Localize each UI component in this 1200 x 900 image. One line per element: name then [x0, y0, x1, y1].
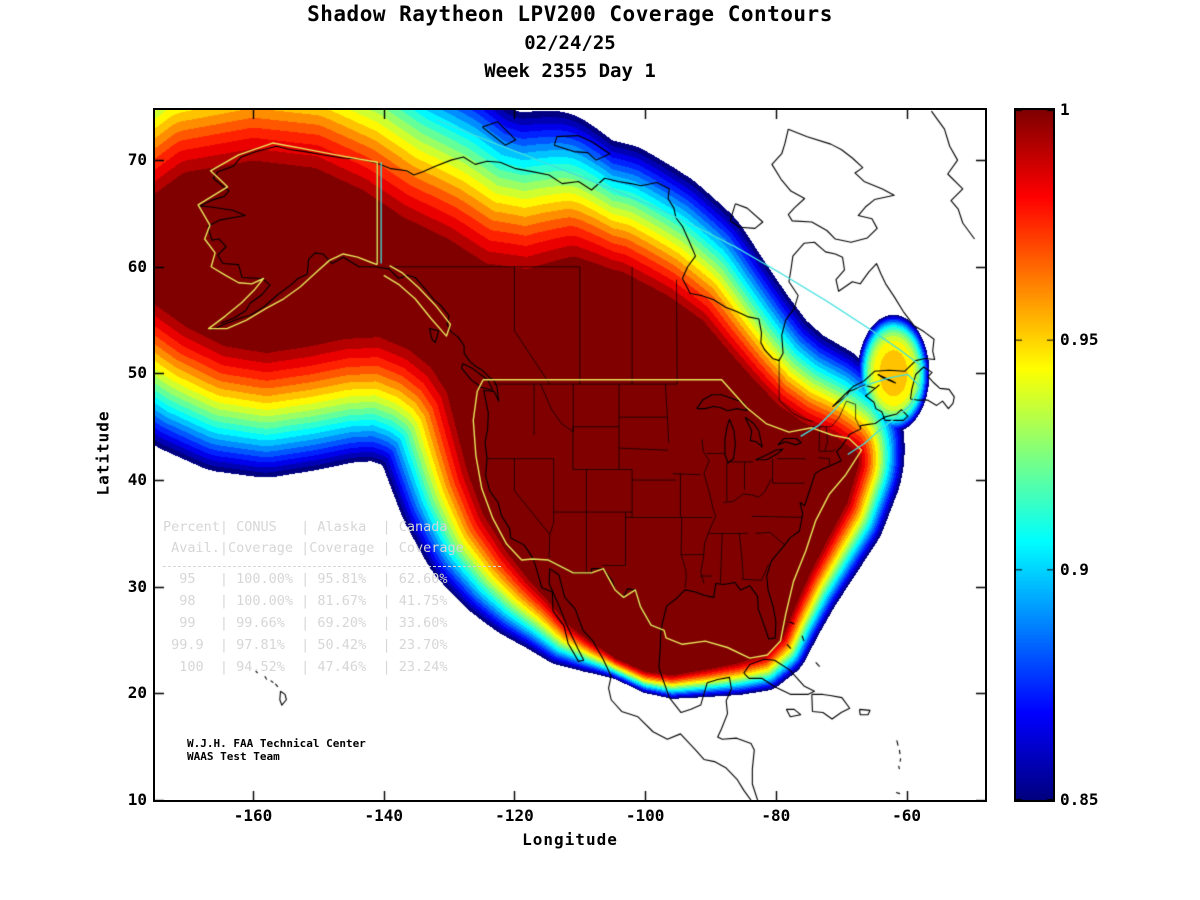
table-row: 100 | 94.52% | 47.46% | 23.24%: [163, 659, 448, 675]
x-tick-label: -80: [761, 806, 791, 825]
table-row: 99.9 | 97.81% | 50.42% | 23.70%: [163, 637, 448, 653]
table-row: 98 | 100.00% | 81.67% | 41.75%: [163, 593, 448, 609]
credit-note: W.J.H. FAA Technical Center WAAS Test Te…: [187, 737, 366, 763]
x-tick-label: -140: [364, 806, 403, 825]
chart-title: Shadow Raytheon LPV200 Coverage Contours…: [0, 2, 1140, 82]
credit-line-1: W.J.H. FAA Technical Center: [187, 737, 366, 750]
x-tick-label: -60: [892, 806, 922, 825]
table-header-line-1: Percent| CONUS | Alaska | Canada: [163, 519, 448, 535]
y-tick-label: 40: [127, 470, 147, 490]
colorbar-tick-label: 0.9: [1060, 560, 1089, 579]
table-header-line-2: Avail.|Coverage |Coverage | Coverage: [163, 540, 464, 556]
x-tick-label: -100: [625, 806, 665, 825]
colorbar-tick-label: 0.95: [1060, 330, 1099, 349]
y-tick-label: 30: [127, 576, 147, 596]
x-tick-label: -160: [233, 806, 273, 825]
title-line-3: Week 2355 Day 1: [484, 60, 656, 82]
y-tick-label: 10: [127, 790, 147, 809]
x-tick-label: -120: [495, 806, 534, 825]
y-tick-label: 50: [127, 363, 147, 383]
colorbar-gradient-canvas: [1016, 110, 1053, 800]
title-line-1: Shadow Raytheon LPV200 Coverage Contours: [307, 2, 833, 26]
contour-map-canvas: [155, 110, 985, 800]
table-row: 95 | 100.00% | 95.81% | 62.60%: [163, 571, 448, 587]
table-row: 99 | 99.66% | 69.20% | 33.60%: [163, 615, 448, 631]
credit-line-2: WAAS Test Team: [187, 750, 280, 763]
y-tick-label: 70: [127, 150, 147, 170]
colorbar: [1014, 108, 1055, 802]
y-tick-label: 60: [127, 256, 147, 276]
colorbar-tick-label: 1: [1060, 100, 1070, 119]
colorbar-tick-label: 0.85: [1060, 790, 1099, 809]
x-axis-label: Longitude: [522, 830, 618, 849]
coverage-table: Percent| CONUS | Alaska | Canada Avail.|…: [163, 517, 501, 678]
table-divider: [163, 559, 501, 567]
title-line-2: 02/24/25: [524, 32, 616, 54]
y-tick-label: 20: [127, 683, 147, 703]
plot-area: Percent| CONUS | Alaska | Canada Avail.|…: [153, 108, 987, 802]
